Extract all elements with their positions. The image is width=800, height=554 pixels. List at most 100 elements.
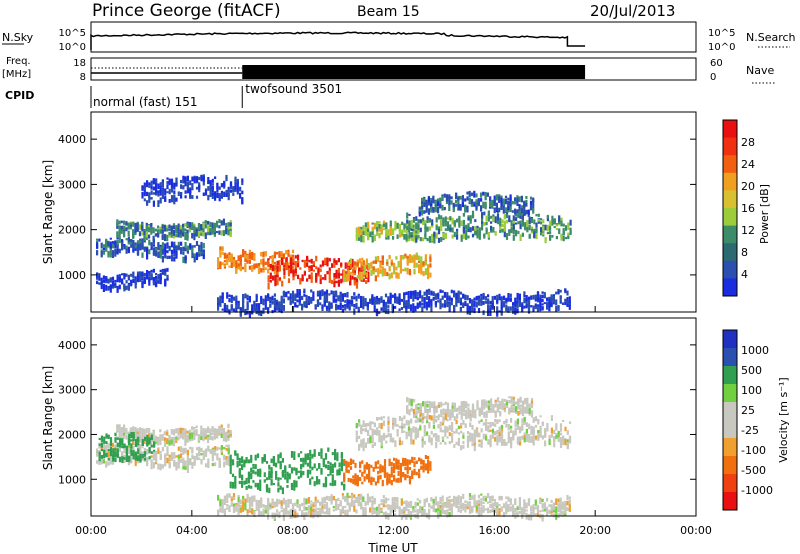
data-cell — [344, 509, 347, 516]
data-cell — [127, 222, 130, 226]
data-cell — [296, 501, 299, 508]
data-cell — [373, 497, 376, 501]
data-cell — [96, 242, 99, 249]
data-cell — [294, 502, 297, 507]
data-cell — [417, 235, 420, 238]
data-cell — [444, 413, 447, 421]
data-cell — [100, 242, 103, 249]
data-cell — [148, 192, 151, 200]
data-cell — [562, 419, 565, 422]
data-cell — [105, 445, 108, 449]
data-cell — [482, 296, 485, 300]
data-cell — [184, 465, 187, 470]
data-cell — [432, 293, 435, 296]
data-cell — [191, 183, 194, 187]
data-cell — [159, 463, 162, 471]
data-cell — [164, 250, 167, 256]
data-cell — [294, 271, 297, 277]
data-cell — [456, 218, 459, 223]
data-cell — [211, 436, 214, 441]
data-cell — [452, 202, 455, 209]
data-cell — [491, 202, 494, 208]
data-cell — [291, 290, 295, 298]
data-cell — [226, 304, 229, 309]
data-cell — [309, 478, 312, 485]
data-cell — [451, 433, 454, 437]
data-cell — [296, 299, 299, 303]
data-cell — [555, 305, 558, 312]
data-cell — [312, 508, 315, 514]
data-cell — [130, 273, 133, 277]
data-cell — [161, 179, 164, 184]
data-cell — [410, 435, 413, 441]
data-cell — [442, 408, 445, 416]
data-cell — [387, 305, 390, 309]
data-cell — [225, 189, 228, 194]
data-cell — [448, 505, 451, 512]
data-cell — [455, 441, 458, 445]
data-cell — [358, 422, 361, 427]
data-cell — [404, 267, 407, 272]
data-cell — [498, 426, 501, 433]
data-cell — [333, 276, 336, 281]
data-cell — [502, 295, 506, 301]
data-cell — [402, 268, 405, 272]
data-cell — [200, 453, 203, 456]
data-cell — [279, 452, 282, 459]
data-cell — [408, 258, 412, 264]
data-cell — [138, 427, 142, 434]
data-cell — [419, 426, 422, 431]
data-cell — [132, 271, 135, 278]
data-cell — [121, 445, 124, 449]
data-cell — [116, 277, 119, 282]
data-cell — [466, 505, 469, 510]
data-cell — [132, 242, 135, 248]
data-cell — [259, 485, 262, 491]
data-cell — [469, 215, 472, 222]
data-cell — [157, 448, 160, 455]
data-cell — [389, 433, 392, 437]
data-cell — [393, 262, 396, 268]
data-cell — [180, 192, 183, 195]
data-cell — [496, 429, 499, 435]
data-cell — [282, 305, 285, 311]
data-cell — [227, 429, 230, 433]
data-cell — [186, 183, 189, 190]
data-cell — [170, 228, 173, 235]
data-cell — [519, 220, 522, 225]
data-cell — [489, 509, 492, 513]
data-cell — [120, 229, 123, 234]
data-cell — [296, 304, 299, 308]
data-cell — [528, 426, 531, 430]
data-cell — [477, 198, 480, 205]
data-cell — [100, 442, 103, 448]
data-cell — [111, 276, 115, 281]
data-cell — [150, 463, 153, 470]
data-cell — [228, 493, 231, 498]
data-cell — [150, 242, 153, 248]
data-cell — [553, 226, 556, 229]
data-cell — [466, 191, 469, 195]
data-cell — [358, 232, 361, 238]
data-cell — [401, 234, 404, 237]
data-cell — [401, 440, 404, 445]
data-cell — [428, 504, 431, 508]
data-cell — [292, 262, 295, 266]
data-cell — [560, 233, 563, 241]
colorbar-tick-label: 8 — [741, 246, 748, 259]
data-cell — [549, 231, 552, 235]
data-cell — [305, 507, 308, 511]
data-cell — [423, 498, 426, 505]
data-cell — [184, 436, 187, 442]
data-cell — [516, 195, 519, 198]
data-cell — [303, 271, 306, 276]
data-cell — [191, 462, 194, 469]
data-cell — [173, 249, 176, 254]
data-cell — [441, 436, 445, 441]
data-cell — [248, 259, 251, 264]
data-cell — [118, 424, 121, 431]
data-cell — [288, 473, 291, 480]
data-cell — [204, 232, 207, 239]
data-cell — [510, 417, 513, 423]
